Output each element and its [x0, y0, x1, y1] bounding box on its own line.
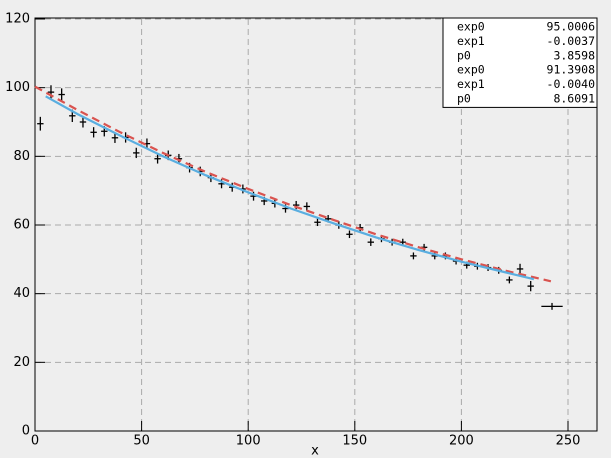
stats-value: 8.6091 [553, 92, 595, 106]
stats-label: p0 [457, 92, 471, 106]
stats-value: 91.3908 [547, 63, 596, 77]
y-tick-label: 0 [22, 424, 30, 439]
y-tick-label: 60 [13, 218, 30, 233]
stats-value: -0.0037 [547, 34, 596, 48]
x-tick-label: 200 [449, 434, 474, 449]
y-tick-label: 40 [13, 286, 30, 301]
y-tick-label: 20 [13, 355, 30, 370]
x-tick-label: 50 [133, 434, 150, 449]
fit-curve [34, 85, 552, 283]
plot-frame [34, 17, 598, 432]
y-tick-label: 100 [5, 80, 30, 95]
stats-box [442, 17, 598, 108]
stats-label: exp1 [457, 34, 485, 48]
x-tick-label: 150 [342, 434, 367, 449]
stats-label: p0 [457, 48, 471, 62]
stats-value: 3.8598 [553, 48, 595, 62]
x-tick-label: 250 [556, 434, 581, 449]
x-tick-label: 100 [236, 434, 261, 449]
fit-curve [45, 95, 535, 281]
stats-value: -0.0040 [547, 77, 596, 91]
y-tick-label: 120 [5, 12, 30, 27]
x-tick-label: 0 [31, 434, 39, 449]
stats-label: exp0 [457, 20, 485, 34]
x-axis-label: x [311, 444, 319, 458]
stats-label: exp1 [457, 77, 485, 91]
y-tick-label: 80 [13, 149, 30, 164]
stats-value: 95.0006 [547, 20, 596, 34]
stats-label: exp0 [457, 63, 485, 77]
